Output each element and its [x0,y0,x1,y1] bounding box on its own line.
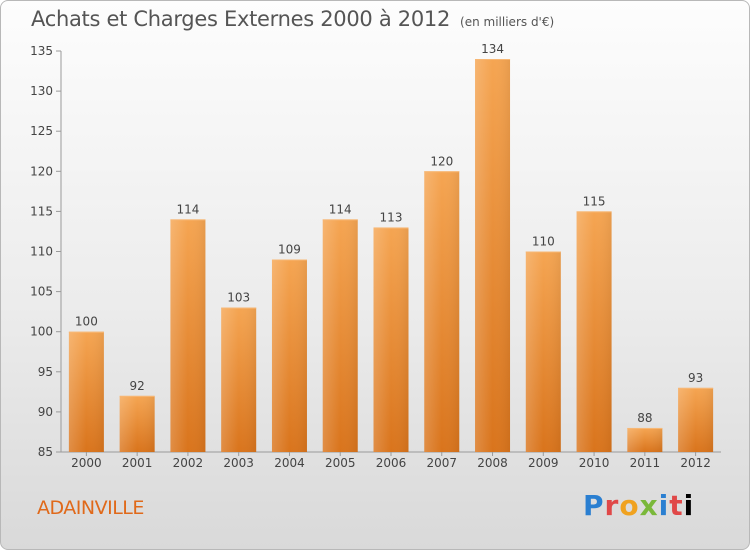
data-label: 120 [430,154,453,168]
bar-shine [576,211,612,452]
y-tick-label: 135 [30,44,53,58]
chart-title-text: Achats et Charges Externes 2000 à 2012 [31,7,451,31]
y-tick-label: 125 [30,124,53,138]
x-tick-label: 2000 [71,456,102,470]
axes: 85 90 95 100 105 110 115 120 125 130 135 2000 2001 20… [30,44,721,470]
x-tick-label: 2004 [274,456,305,470]
proxiti-logo: Proxiti [583,489,695,522]
data-label: 114 [329,202,352,216]
data-label: 88 [637,411,652,425]
x-tick-label: 2006 [376,456,407,470]
data-label: 109 [278,243,301,257]
data-label: 110 [532,235,555,249]
y-tick-label: 115 [30,204,53,218]
y-tick-label: 85 [38,445,53,459]
x-tick-label: 2009 [528,456,559,470]
x-tick-label: 2011 [630,456,661,470]
data-label: 92 [130,379,145,393]
data-label: 134 [481,42,504,56]
x-tick-label: 2012 [680,456,711,470]
x-tick-label: 2007 [426,456,457,470]
bar-shine [475,59,511,453]
x-tick-label: 2010 [579,456,610,470]
bar-shine [525,251,561,452]
commune-name: ADAINVILLE [37,497,144,519]
y-tick-label: 130 [30,84,53,98]
data-label: 113 [380,210,403,224]
y-tick-label: 110 [30,245,53,259]
data-label: 115 [583,194,606,208]
bar-shine [271,259,307,452]
unit-note: (en milliers d'€) [460,15,555,29]
bar-shine [373,227,409,452]
x-tick-label: 2002 [173,456,204,470]
y-tick-label: 120 [30,164,53,178]
x-tick-label: 2008 [477,456,508,470]
data-label: 103 [227,291,250,305]
data-label: 114 [176,202,199,216]
bar-shine [627,427,663,452]
bar-shine [170,219,206,452]
bar-shine [119,395,155,452]
data-labels: 100 92 114 103 109 114 113 120 134 110 115 88 93 [75,42,703,425]
bar-shine [424,171,460,453]
x-tick-label: 2003 [223,456,254,470]
data-label: 100 [75,315,98,329]
y-tick-label: 90 [38,405,53,419]
bar-shine [221,307,257,452]
x-tick-label: 2005 [325,456,356,470]
bars [68,59,714,453]
x-tick-label: 2001 [122,456,153,470]
bar-shine [322,219,358,452]
data-label: 93 [688,371,703,385]
bar-shine [68,331,104,452]
bar-shine [678,387,714,452]
chart-title: Achats et Charges Externes 2000 à 2012 (e… [31,7,554,31]
y-tick-label: 95 [38,365,53,379]
y-tick-label: 105 [30,285,53,299]
y-tick-label: 100 [30,325,53,339]
